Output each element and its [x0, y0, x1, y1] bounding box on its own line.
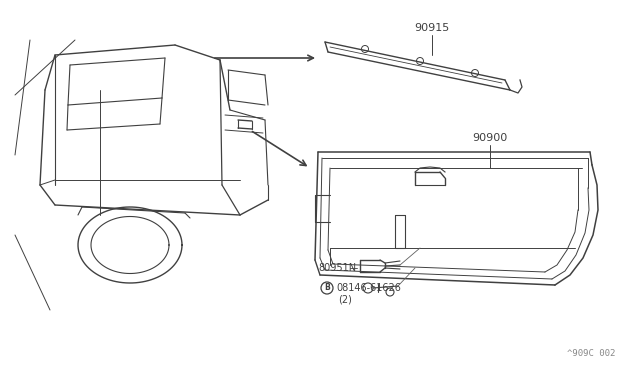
Text: (2): (2) — [338, 295, 352, 305]
Text: 90915: 90915 — [414, 23, 450, 33]
Text: B: B — [324, 283, 330, 292]
Text: 08146-61626: 08146-61626 — [336, 283, 401, 293]
Text: 90900: 90900 — [472, 133, 508, 143]
Text: ^909C 002: ^909C 002 — [566, 349, 615, 358]
Text: 80951N: 80951N — [318, 263, 356, 273]
